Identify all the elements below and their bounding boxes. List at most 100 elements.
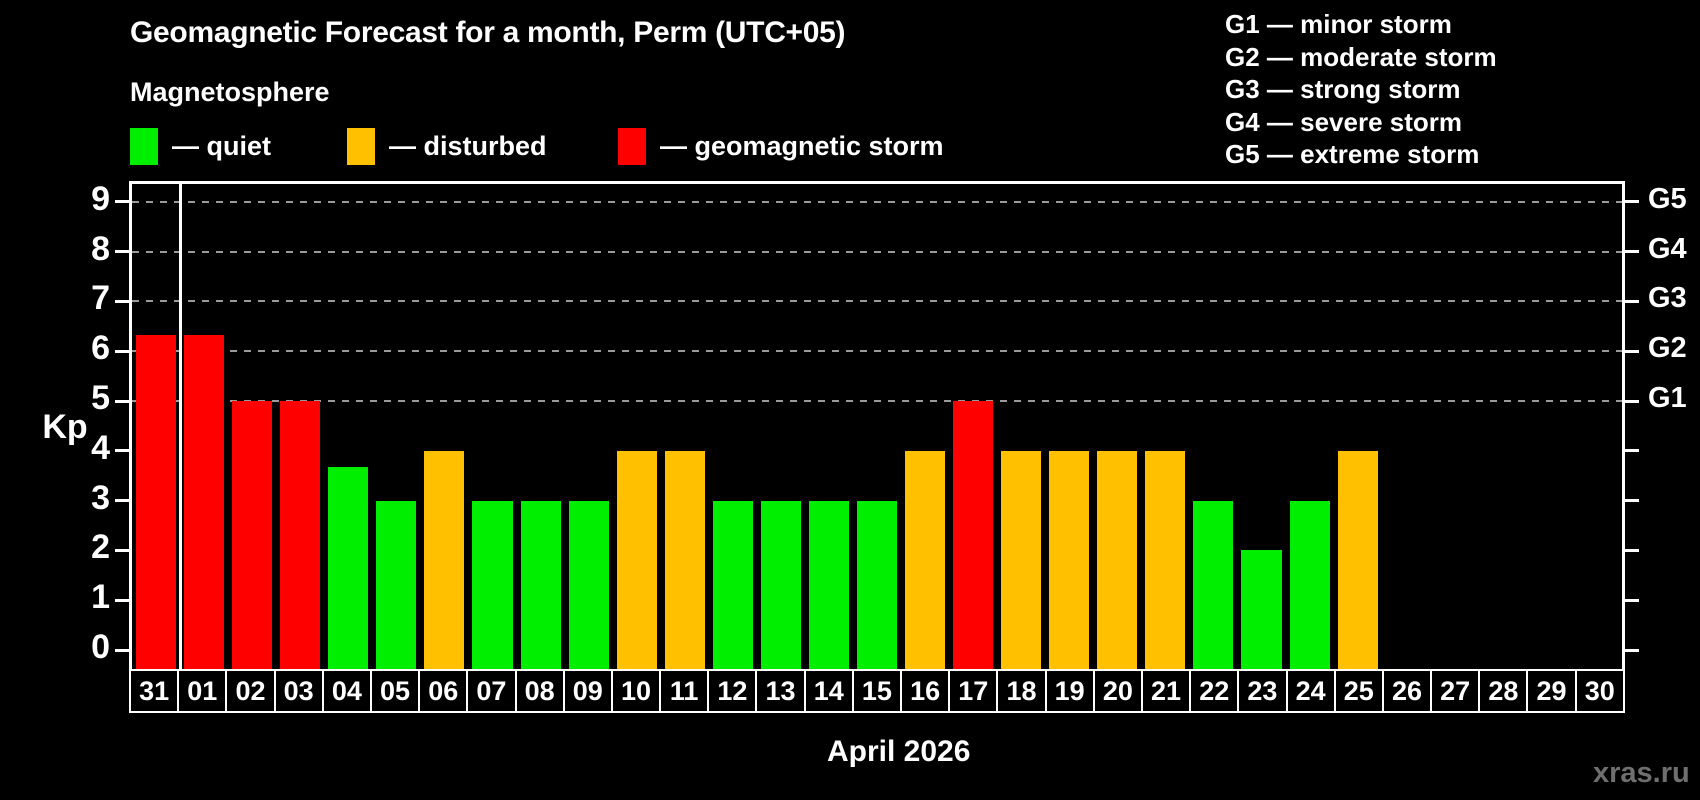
day-label-08: 08 — [514, 669, 565, 713]
day-label-28: 28 — [1478, 669, 1529, 713]
day-label-03: 03 — [273, 669, 324, 713]
day-label-07: 07 — [466, 669, 517, 713]
kp-bar-day-12 — [712, 500, 753, 669]
day-label-13: 13 — [755, 669, 806, 713]
day-label-02: 02 — [225, 669, 276, 713]
left-axis-tick-4 — [115, 449, 129, 453]
legend-label-storm: — geomagnetic storm — [660, 130, 944, 161]
kp-bar-day-22 — [1193, 500, 1234, 669]
kp-bar-day-23 — [1241, 550, 1282, 669]
kp-bar-day-07 — [472, 500, 513, 669]
kp-bar-day-18 — [1001, 450, 1042, 669]
kp-bar-day-25 — [1337, 450, 1378, 669]
right-axis-tick-3 — [1625, 499, 1639, 503]
gridline-kp-5 — [132, 400, 1622, 402]
day-label-22: 22 — [1189, 669, 1240, 713]
kp-bar-day-15 — [856, 500, 898, 669]
legend-swatch-storm — [618, 127, 646, 165]
legend-label-quiet: — quiet — [172, 130, 271, 161]
left-axis-tick-9 — [115, 200, 129, 204]
storm-scale-legend: G1 — minor storm G2 — moderate storm G3 — … — [1225, 8, 1497, 171]
day-label-25: 25 — [1333, 669, 1384, 713]
day-label-10: 10 — [610, 669, 662, 713]
y-axis-label-9: 9 — [91, 179, 110, 218]
right-axis-tick-0 — [1625, 648, 1639, 652]
kp-bar-day-14 — [808, 500, 849, 669]
legend-item-storm: — geomagnetic storm — [618, 126, 944, 166]
left-axis-tick-5 — [115, 399, 129, 403]
g-scale-label-G2: G2 — [1648, 332, 1687, 365]
g-scale-label-G5: G5 — [1648, 182, 1687, 215]
legend-label-disturbed: — disturbed — [389, 130, 547, 161]
y-axis-label-2: 2 — [91, 528, 110, 567]
g-scale-label-G3: G3 — [1648, 282, 1687, 315]
kp-bar-day-06 — [424, 450, 465, 669]
kp-bar-day-16 — [905, 450, 946, 669]
gridline-kp-6 — [132, 350, 1622, 353]
day-label-row: 31 01 02 03 04 05 06 07 08 09 10 11 12 13 14 15 16 17 18 19… — [129, 669, 1625, 713]
y-axis-title: Kp — [42, 408, 88, 446]
day-label-19: 19 — [1044, 669, 1095, 713]
g-scale-label-G1: G1 — [1648, 382, 1687, 414]
right-axis-tick-5 — [1625, 399, 1639, 403]
watermark: xras.ru — [1593, 757, 1690, 789]
kp-bar-day-09 — [568, 500, 609, 669]
g-scale-label-G4: G4 — [1648, 232, 1687, 265]
legend-item-disturbed: — disturbed — [347, 126, 547, 166]
y-axis-label-3: 3 — [91, 478, 110, 517]
left-axis-tick-7 — [115, 299, 129, 303]
day-label-27: 27 — [1430, 669, 1481, 713]
right-axis-tick-6 — [1625, 349, 1639, 353]
right-axis-tick-8 — [1625, 250, 1639, 254]
right-axis-tick-7 — [1625, 299, 1639, 303]
month-footer: April 2026 — [827, 735, 971, 768]
gridline-kp-7 — [132, 300, 1622, 303]
left-axis-tick-1 — [115, 598, 129, 602]
day-label-31: 31 — [129, 669, 180, 713]
plot-area — [115, 181, 1639, 669]
right-axis-tick-4 — [1625, 449, 1639, 453]
y-axis-label-7: 7 — [91, 279, 110, 318]
kp-bar-day-20 — [1097, 450, 1138, 669]
day-label-14: 14 — [803, 669, 854, 713]
kp-bar-day-19 — [1049, 450, 1090, 669]
left-axis-tick-2 — [115, 548, 129, 552]
day-label-12: 12 — [707, 669, 758, 713]
day-label-24: 24 — [1285, 669, 1336, 713]
kp-bar-day-24 — [1289, 500, 1330, 669]
day-label-15: 15 — [851, 669, 902, 713]
legend-swatch-quiet — [130, 127, 158, 165]
y-axis-label-6: 6 — [91, 329, 110, 368]
right-axis-tick-1 — [1625, 598, 1639, 602]
day-label-23: 23 — [1237, 669, 1288, 713]
day-label-26: 26 — [1381, 669, 1433, 713]
kp-bar-day-04 — [328, 467, 369, 669]
kp-bar-day-17 — [953, 401, 994, 669]
right-axis-tick-2 — [1625, 548, 1639, 552]
magnetosphere-subtitle: Magnetosphere — [130, 77, 330, 107]
storm-scale-line-G5: G5 — extreme storm — [1225, 139, 1480, 169]
day-label-05: 05 — [369, 669, 421, 713]
gridline-kp-8 — [132, 250, 1622, 253]
day-label-01: 01 — [177, 669, 228, 713]
day-label-04: 04 — [321, 669, 372, 713]
kp-bar-day-03 — [280, 401, 321, 669]
left-axis-tick-8 — [115, 250, 129, 254]
chart-title: Geomagnetic Forecast for a month, Perm (… — [130, 16, 846, 49]
kp-bar-day-05 — [376, 500, 417, 669]
day-label-11: 11 — [659, 669, 710, 713]
gridline-kp-9 — [132, 200, 1622, 203]
kp-bar-day-02 — [232, 401, 273, 669]
storm-scale-line-G4: G4 — severe storm — [1225, 106, 1463, 137]
month-separator-line — [178, 184, 182, 669]
kp-bar-day-21 — [1145, 450, 1186, 669]
day-label-16: 16 — [900, 669, 951, 713]
kp-bar-day-11 — [664, 450, 705, 669]
left-axis-tick-3 — [115, 499, 129, 503]
left-axis-tick-6 — [115, 349, 129, 353]
y-axis-label-5: 5 — [91, 379, 110, 417]
day-label-30: 30 — [1574, 669, 1625, 713]
storm-scale-line-G1: G1 — minor storm — [1225, 9, 1452, 39]
day-label-21: 21 — [1140, 669, 1192, 713]
